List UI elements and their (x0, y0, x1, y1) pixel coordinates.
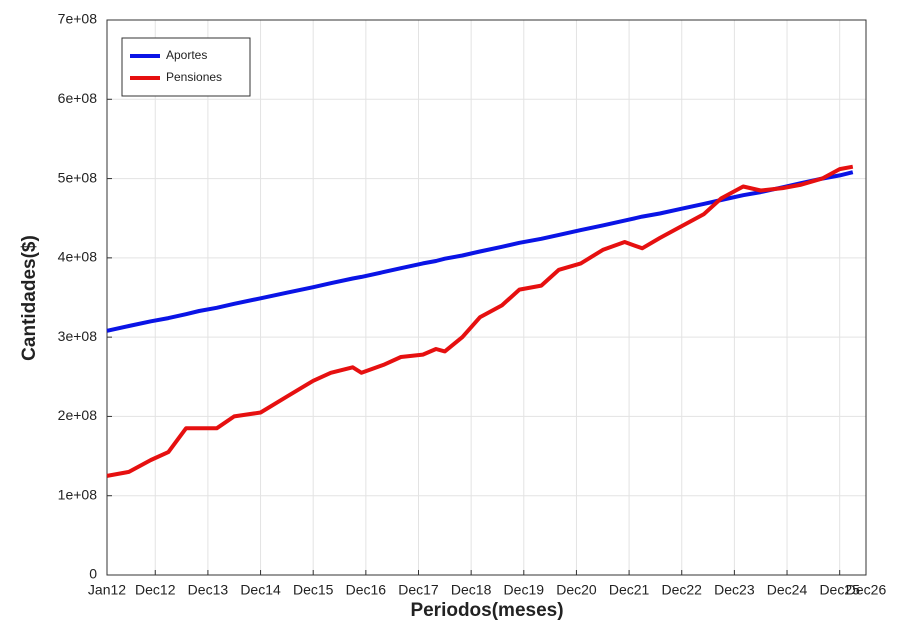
x-tick-label: Dec26 (846, 582, 887, 598)
y-tick-label: 4e+08 (58, 249, 98, 265)
plot-area (107, 20, 866, 575)
y-tick-label: 6e+08 (58, 90, 98, 106)
y-tick-label: 1e+08 (58, 486, 98, 502)
x-tick-label: Dec25 (819, 582, 860, 598)
x-tick-label: Jan12 (88, 582, 126, 598)
x-tick-label: Dec12 (135, 582, 176, 598)
y-tick-label: 2e+08 (58, 407, 98, 423)
series-line (106, 164, 854, 478)
plot-border (106, 19, 867, 576)
legend-label: Pensiones (166, 70, 222, 84)
x-tick-label: Dec20 (556, 582, 597, 598)
legend-box (121, 37, 251, 97)
x-tick-label: Dec15 (293, 582, 334, 598)
x-tick-label: Dec18 (451, 582, 492, 598)
series-line (106, 170, 854, 333)
y-tick-label: 7e+08 (58, 11, 98, 27)
x-tick-label: Dec19 (504, 582, 545, 598)
y-tick-label: 0 (89, 566, 97, 582)
x-axis-label: Periodos(meses) (410, 600, 563, 621)
x-tick-label: Dec21 (609, 582, 650, 598)
x-tick-label: Dec17 (398, 582, 439, 598)
legend-label: Aportes (166, 48, 207, 62)
x-tick-label: Dec13 (188, 582, 229, 598)
x-tick-label: Dec24 (767, 582, 808, 598)
x-tick-label: Dec22 (661, 582, 702, 598)
y-tick-label: 3e+08 (58, 328, 98, 344)
x-tick-label: Dec23 (714, 582, 755, 598)
x-tick-label: Dec14 (240, 582, 281, 598)
y-axis-label: Cantidades($) (19, 235, 40, 361)
y-tick-label: 5e+08 (58, 169, 98, 185)
x-tick-label: Dec16 (346, 582, 387, 598)
